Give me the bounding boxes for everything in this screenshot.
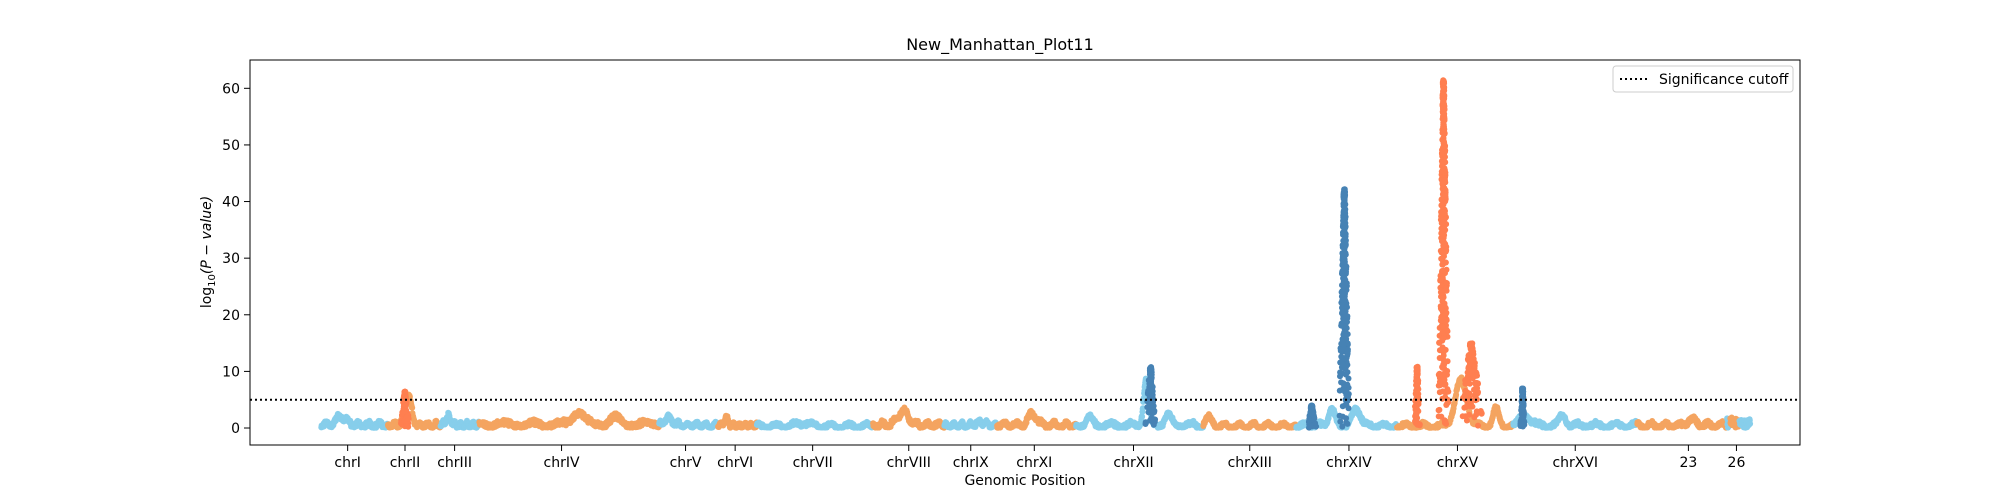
chart-title: New_Manhattan_Plot11 [906, 35, 1094, 55]
data-points [318, 77, 1754, 431]
data-point [1139, 413, 1146, 420]
plot-area [250, 60, 1800, 445]
data-point [409, 404, 416, 411]
